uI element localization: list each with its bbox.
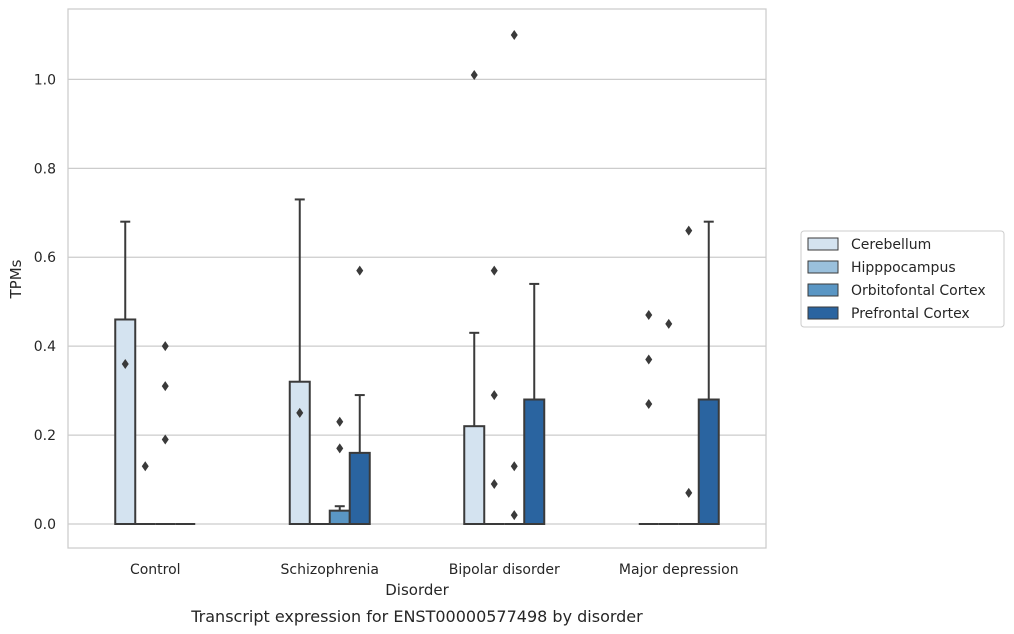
legend-swatch [807, 283, 839, 297]
outlier-point [141, 461, 149, 472]
outlier-point [645, 354, 653, 365]
outlier-point [161, 381, 169, 392]
box-series [114, 29, 720, 526]
outlier-point [336, 443, 344, 454]
x-tick-label: Control [130, 562, 181, 578]
x-axis-label: Disorder [385, 581, 449, 599]
outlier-point [161, 434, 169, 445]
y-tick-label: 0.4 [34, 339, 56, 355]
legend-label: Cerebellum [851, 237, 931, 253]
legend-frame [800, 230, 1005, 328]
box [288, 380, 311, 525]
outlier-point [296, 407, 304, 418]
outlier-point [510, 510, 518, 521]
outlier-point [685, 225, 693, 236]
outlier-point [645, 310, 653, 321]
outlier-point [490, 478, 498, 489]
x-axis-ticks: Control Schizophrenia Bipolar disorder Majo… [130, 562, 739, 578]
x-tick-label: Major depression [619, 562, 739, 578]
outlier-point [665, 318, 673, 329]
y-tick-label: 0.6 [34, 250, 56, 266]
box [114, 318, 137, 526]
box [697, 398, 720, 525]
outlier-point [490, 265, 498, 276]
y-axis-label: TPMs [7, 259, 25, 299]
plot-area-frame [67, 8, 767, 549]
series-prefrontal-cortex [175, 220, 720, 526]
series-hipppocampus [135, 265, 679, 525]
outlier-point [121, 358, 129, 369]
outlier-point [685, 487, 693, 498]
outlier-point [336, 416, 344, 427]
box [328, 509, 351, 525]
outlier-point [470, 69, 478, 80]
y-tick-label: 0.0 [34, 517, 56, 533]
x-tick-label: Schizophrenia [281, 562, 379, 578]
legend: Cerebellum Hipppocampus Orbitofontal Corte… [800, 230, 1005, 328]
legend-swatch [807, 237, 839, 251]
box [463, 425, 486, 525]
outlier-point [490, 390, 498, 401]
y-tick-label: 0.2 [34, 428, 56, 444]
y-tick-label: 1.0 [34, 72, 56, 88]
x-tick-label: Bipolar disorder [449, 562, 560, 578]
legend-label: Orbitofontal Cortex [851, 283, 986, 299]
box [523, 398, 546, 525]
legend-swatch [807, 260, 839, 274]
legend-label: Hipppocampus [851, 260, 956, 276]
outlier-point [510, 29, 518, 40]
y-axis-ticks: 0.0 0.2 0.4 0.6 0.8 1.0 [34, 72, 56, 533]
outlier-point [161, 341, 169, 352]
legend-swatch [807, 306, 839, 320]
legend-label: Prefrontal Cortex [851, 306, 970, 322]
y-tick-label: 0.8 [34, 161, 56, 177]
grid-lines [68, 78, 766, 525]
series-cerebellum [114, 69, 659, 526]
series-orbitofontal-cortex [155, 29, 699, 525]
outlier-point [356, 265, 364, 276]
outlier-point [510, 461, 518, 472]
outlier-point [645, 398, 653, 409]
box [348, 451, 371, 526]
chart-caption: Transcript expression for ENST0000057749… [190, 607, 643, 626]
